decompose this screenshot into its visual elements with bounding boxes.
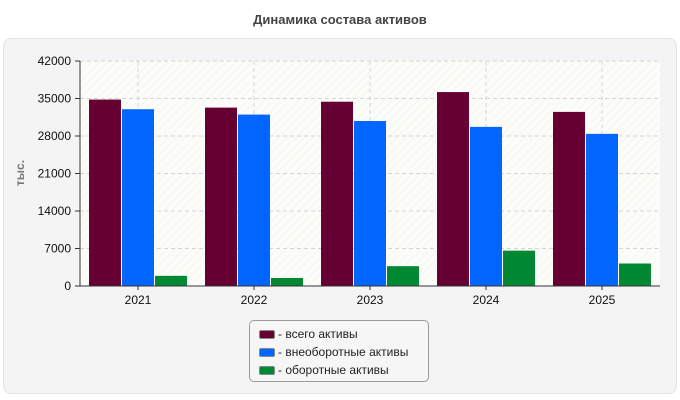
legend-item: - всего активы xyxy=(259,325,428,343)
legend-label: - всего активы xyxy=(278,327,358,341)
axes xyxy=(75,60,660,290)
x-tick-label: 2024 xyxy=(473,293,500,307)
legend: - всего активы - внеоборотные активы - обо… xyxy=(249,320,429,382)
y-tick-label: 42000 xyxy=(38,54,72,68)
legend-label: - оборотные активы xyxy=(278,363,389,377)
bar-2024-series-3 xyxy=(503,250,535,286)
bar-2022-series-3 xyxy=(271,277,303,286)
chart-title: Динамика состава активов xyxy=(253,12,427,27)
bar-2025-series-3 xyxy=(619,263,651,286)
y-tick-label: 35000 xyxy=(38,92,72,106)
legend-label: - внеоборотные активы xyxy=(278,345,409,359)
x-tick-label: 2022 xyxy=(241,293,268,307)
y-tick-label: 0 xyxy=(64,279,71,293)
bar-2023-series-1 xyxy=(321,101,353,286)
y-tick-label: 28000 xyxy=(38,129,72,143)
y-tick-label: 14000 xyxy=(38,204,72,218)
bar-2022-series-2 xyxy=(238,114,270,286)
bars xyxy=(89,92,651,287)
bar-2021-series-3 xyxy=(155,275,187,286)
bar-2024-series-1 xyxy=(437,92,469,286)
y-tick-label: 7000 xyxy=(44,242,71,256)
bar-2023-series-3 xyxy=(387,266,419,286)
bar-2024-series-2 xyxy=(470,126,502,287)
bar-2025-series-2 xyxy=(586,133,618,286)
y-tick-label: 21000 xyxy=(38,167,72,181)
bar-2021-series-2 xyxy=(122,109,154,286)
x-tick-label: 2021 xyxy=(125,293,152,307)
legend-swatch xyxy=(259,347,275,357)
x-tick-label: 2023 xyxy=(357,293,384,307)
legend-swatch xyxy=(259,329,275,339)
x-tick-labels: 2021 2022 2023 2024 2025 xyxy=(125,293,616,307)
y-axis-title: тыс. xyxy=(13,160,27,186)
y-tick-labels: 0 7000 14000 21000 28000 35000 42000 xyxy=(38,54,72,293)
legend-swatch xyxy=(259,365,275,375)
bar-2021-series-1 xyxy=(89,99,121,286)
bar-2022-series-1 xyxy=(205,107,237,286)
bar-2023-series-2 xyxy=(354,121,386,286)
legend-item: - оборотные активы xyxy=(259,361,428,379)
bar-2025-series-1 xyxy=(553,111,585,287)
x-tick-label: 2025 xyxy=(589,293,616,307)
legend-item: - внеоборотные активы xyxy=(259,343,428,361)
